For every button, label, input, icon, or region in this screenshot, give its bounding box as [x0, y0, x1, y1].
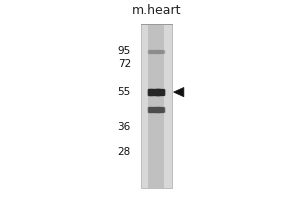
Bar: [162, 50, 163, 53]
Bar: [149, 89, 150, 95]
Bar: [159, 89, 160, 95]
Bar: [154, 107, 155, 112]
Bar: [158, 89, 159, 95]
Bar: [160, 107, 161, 112]
Bar: [156, 89, 157, 95]
Bar: [151, 89, 152, 95]
Bar: [160, 107, 161, 112]
Bar: [161, 50, 162, 53]
Bar: [149, 107, 150, 112]
Bar: [158, 50, 159, 53]
Polygon shape: [174, 87, 184, 97]
Bar: [155, 89, 156, 95]
Bar: [161, 89, 162, 95]
Bar: [159, 107, 160, 112]
Bar: [160, 89, 161, 95]
Bar: [148, 89, 149, 95]
Bar: [155, 50, 156, 53]
Bar: [162, 107, 163, 112]
Bar: [151, 107, 152, 112]
Bar: [150, 89, 151, 95]
Bar: [148, 107, 149, 112]
Text: 28: 28: [118, 147, 131, 157]
Bar: [152, 107, 153, 112]
Bar: [160, 107, 161, 112]
Bar: [161, 50, 162, 53]
Bar: [161, 107, 162, 112]
Bar: [160, 50, 161, 53]
Bar: [152, 50, 153, 53]
Bar: [160, 89, 161, 95]
Bar: [157, 50, 158, 53]
Bar: [157, 89, 158, 95]
Text: 55: 55: [118, 87, 131, 97]
Bar: [154, 50, 155, 53]
Bar: [154, 107, 155, 112]
Bar: [160, 50, 161, 53]
Bar: [154, 89, 155, 95]
Bar: [141, 24, 172, 188]
Bar: [154, 50, 155, 53]
Bar: [154, 50, 155, 53]
Bar: [156, 107, 157, 112]
Bar: [151, 107, 152, 112]
Bar: [163, 107, 164, 112]
Bar: [148, 50, 149, 53]
Bar: [149, 50, 150, 53]
Bar: [153, 50, 154, 53]
Bar: [154, 89, 155, 95]
Bar: [160, 89, 161, 95]
Bar: [158, 107, 159, 112]
Bar: [163, 89, 164, 95]
Bar: [150, 50, 151, 53]
Bar: [151, 89, 152, 95]
Bar: [156, 107, 157, 112]
Text: m.heart: m.heart: [132, 4, 182, 17]
Bar: [155, 107, 156, 112]
Bar: [162, 89, 163, 95]
Text: 36: 36: [118, 122, 131, 132]
Bar: [148, 89, 149, 95]
Bar: [154, 89, 155, 95]
Bar: [160, 50, 161, 53]
Bar: [161, 89, 162, 95]
Bar: [159, 50, 160, 53]
Bar: [151, 50, 152, 53]
Bar: [153, 89, 154, 95]
Bar: [152, 89, 153, 95]
Bar: [151, 50, 152, 53]
Bar: [163, 50, 164, 53]
Bar: [152, 89, 153, 95]
Bar: [153, 107, 154, 112]
Bar: [148, 50, 149, 53]
Text: 95: 95: [118, 46, 131, 56]
Bar: [157, 107, 158, 112]
Bar: [152, 107, 153, 112]
Bar: [161, 107, 162, 112]
Bar: [148, 107, 149, 112]
Bar: [156, 89, 157, 95]
Text: 72: 72: [118, 59, 131, 69]
Bar: [156, 50, 157, 53]
Bar: [156, 50, 157, 53]
Bar: [148, 24, 164, 188]
Bar: [154, 107, 155, 112]
Bar: [152, 50, 153, 53]
Bar: [150, 107, 151, 112]
